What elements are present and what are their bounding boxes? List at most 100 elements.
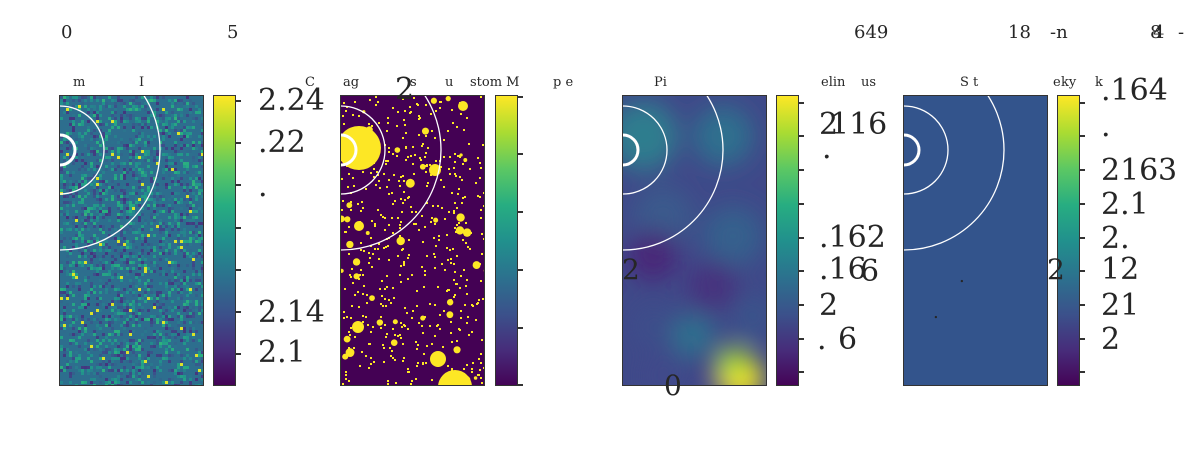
panel1-title-a: m: [73, 75, 86, 90]
panel2-title-a: C: [305, 75, 315, 90]
ring-overlay: [341, 133, 358, 167]
cb1-tick-label: 2.14: [258, 295, 325, 330]
top-label-18: 18: [1008, 22, 1031, 43]
ring-overlay: [904, 133, 921, 167]
top-label-0: 0: [61, 22, 73, 43]
panel2-title-f: p e: [553, 75, 574, 90]
cb4-tick-label: 21: [1101, 288, 1140, 323]
cb3-tick-label: 2: [819, 107, 839, 142]
ring-overlay: [60, 133, 77, 167]
top-label-649: 649: [854, 22, 889, 43]
panel2-title-b: ag: [343, 75, 360, 90]
colorbar-tick-mark: [1080, 169, 1085, 171]
colorbar-tick-mark: [518, 211, 523, 213]
ring-overlay: [623, 105, 668, 195]
cb1-tick-label: 2.1: [258, 335, 306, 370]
panel2-title-e: stom M: [470, 75, 520, 90]
cb3-tick-label: .: [817, 322, 827, 357]
colorbar-tick-mark: [236, 142, 241, 144]
colorbar-tick-mark: [1080, 237, 1085, 239]
colorbar-tick-mark: [1080, 338, 1085, 340]
cb4-tick-label: 216: [1101, 153, 1159, 188]
panel2-title-d: u: [445, 75, 454, 90]
cb4-tick-label: .164: [1101, 73, 1168, 108]
cb4-tick-label: 2.: [1101, 221, 1130, 256]
stray-label-2-top: 2: [395, 72, 415, 107]
cb4-tick-label: 3: [1158, 153, 1178, 188]
colorbar-tick-mark: [799, 304, 804, 306]
stray-dot-a: .: [959, 266, 965, 287]
colorbar-tick-mark: [799, 371, 804, 373]
colorbar-tick-mark: [1080, 135, 1085, 137]
colorbar-2: [495, 95, 518, 386]
colorbar-gradient: [214, 96, 235, 385]
cb3-tick-label: 6: [860, 254, 880, 289]
cb3-tick-label: 2: [819, 288, 839, 323]
cb3-tick-label: 116: [830, 107, 888, 142]
cb4-tick-label: 2: [1101, 322, 1121, 357]
panel-background: [904, 96, 1047, 385]
smooth-layer: [623, 101, 766, 385]
colorbar-tick-mark: [236, 227, 241, 229]
cb3-tick-label: .16: [819, 252, 867, 287]
top-label-4: 4: [1153, 22, 1165, 43]
colorbar-tick-mark: [518, 327, 523, 329]
colorbar-tick-mark: [799, 338, 804, 340]
colorbar-tick-mark: [799, 169, 804, 171]
colorbar-tick-mark: [236, 353, 241, 355]
colorbar-3: [776, 95, 799, 386]
ring-overlay: [341, 96, 442, 251]
stray-label-2-left: 2: [622, 253, 640, 286]
panel3-title-a: Pi: [654, 75, 667, 90]
panel1-title-b: I: [139, 75, 145, 90]
noise-layer: [60, 96, 203, 385]
ring-overlay: [623, 133, 640, 167]
colorbar-tick-mark: [518, 96, 523, 98]
colorbar-tick-mark: [518, 384, 523, 386]
colorbar-tick-mark: [518, 269, 523, 271]
cb1-tick-label: .: [258, 169, 268, 204]
colorbar-tick-mark: [518, 153, 523, 155]
colorbar-gradient: [777, 96, 798, 385]
cb4-tick-label: .: [1101, 109, 1111, 144]
colorbar-gradient: [1058, 96, 1079, 385]
cb3-tick-label: .: [822, 131, 832, 166]
panel4-title-c: ky: [1061, 75, 1077, 90]
cb4-tick-label: 12: [1101, 252, 1140, 287]
top-label-8: 8: [1150, 22, 1162, 43]
top-label-5: 5: [227, 22, 239, 43]
panel4-title-d: k: [1095, 75, 1103, 90]
colorbar-tick-mark: [236, 311, 241, 313]
colorbar-1: [213, 95, 236, 386]
colorbar-tick-mark: [236, 269, 241, 271]
colorbar-tick-mark: [799, 237, 804, 239]
cb4-tick-label: 2.1: [1101, 187, 1149, 222]
heatmap-panel-1: [59, 95, 204, 386]
panel4-title-b: e: [1053, 75, 1061, 90]
stray-label-2-mid: 2: [1047, 253, 1065, 286]
colorbar-tick-mark: [1080, 203, 1085, 205]
cb3-tick-label: 6: [838, 322, 858, 357]
ring-overlay: [623, 96, 724, 251]
colorbar-tick-mark: [1080, 270, 1085, 272]
colorbar-tick-mark: [236, 184, 241, 186]
heatmap-panel-2: [340, 95, 485, 386]
colorbar-tick-mark: [799, 203, 804, 205]
stray-dot-b: .: [933, 302, 939, 323]
ring-overlay: [904, 105, 949, 195]
colorbar-tick-mark: [799, 135, 804, 137]
panel2-title-c: s: [410, 75, 417, 90]
panel3-title-b: elin: [821, 75, 846, 90]
colorbar-tick-mark: [1080, 371, 1085, 373]
cb1-tick-label: .22: [258, 125, 306, 160]
colorbar-tick-mark: [236, 100, 241, 102]
colorbar-4: [1057, 95, 1080, 386]
top-label-n: -n: [1050, 22, 1068, 43]
panel4-title-a: S t: [960, 75, 979, 90]
ring-overlay: [60, 105, 105, 195]
colorbar-tick-mark: [1080, 304, 1085, 306]
heatmap-panel-4: [903, 95, 1048, 386]
ring-overlay: [341, 105, 386, 195]
colorbar-gradient: [496, 96, 517, 385]
stray-label-0-bottom: 0: [664, 369, 682, 402]
